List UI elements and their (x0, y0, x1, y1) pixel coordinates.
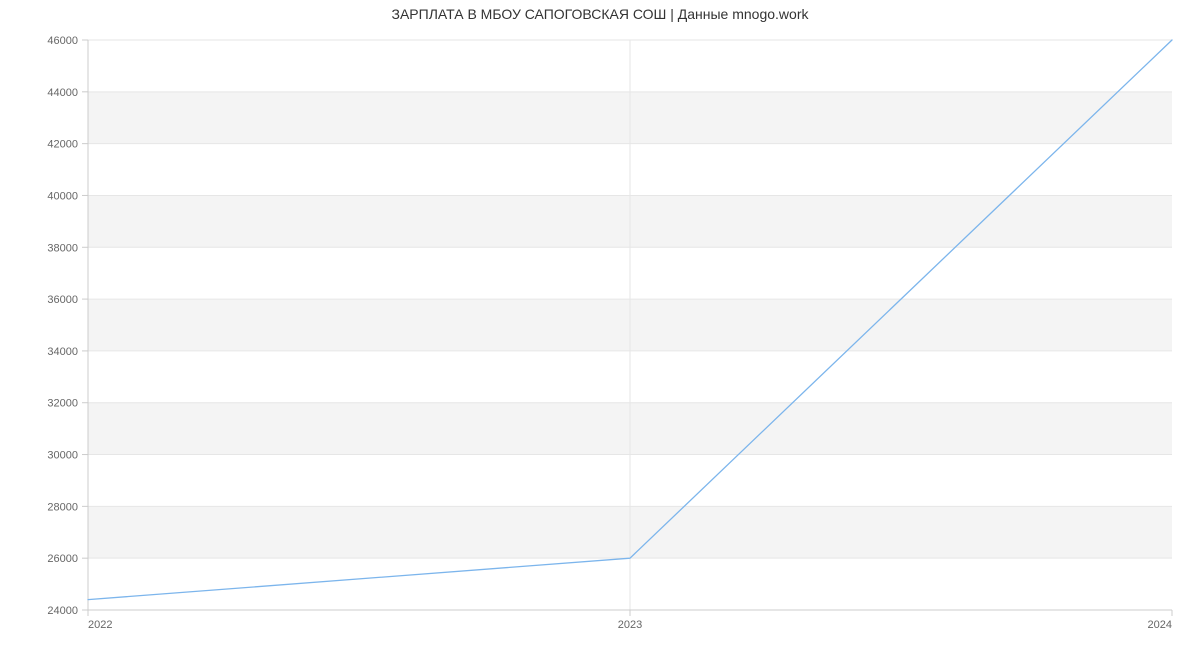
salary-line-chart: ЗАРПЛАТА В МБОУ САПОГОВСКАЯ СОШ | Данные… (0, 0, 1200, 650)
y-tick-label: 40000 (47, 190, 78, 202)
x-tick-label: 2023 (618, 619, 642, 631)
y-tick-label: 36000 (47, 294, 78, 306)
chart-svg: 24000 26000 28000 30000 32000 34000 36000 38000… (0, 0, 1200, 650)
y-tick-label: 30000 (47, 450, 78, 462)
y-tick-label: 42000 (47, 139, 78, 151)
y-tick-label: 44000 (47, 87, 78, 99)
y-tick-label: 28000 (47, 501, 78, 513)
y-tick-label: 46000 (47, 35, 78, 47)
x-tick-label: 2024 (1148, 619, 1172, 631)
y-tick-label: 34000 (47, 346, 78, 358)
y-tick-label: 32000 (47, 398, 78, 410)
y-tick-label: 24000 (47, 605, 78, 617)
x-tick-label: 2022 (88, 619, 112, 631)
y-tick-label: 38000 (47, 242, 78, 254)
y-tick-label: 26000 (47, 553, 78, 565)
chart-title: ЗАРПЛАТА В МБОУ САПОГОВСКАЯ СОШ | Данные… (0, 6, 1200, 22)
